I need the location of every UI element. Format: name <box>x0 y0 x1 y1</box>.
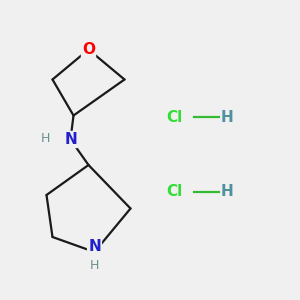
Text: N: N <box>88 239 101 254</box>
Text: H: H <box>90 259 99 272</box>
Text: H: H <box>220 110 233 124</box>
Text: H: H <box>220 184 233 200</box>
Text: N: N <box>64 132 77 147</box>
Text: Cl: Cl <box>167 184 183 200</box>
Text: H: H <box>40 131 50 145</box>
Text: Cl: Cl <box>167 110 183 124</box>
Text: O: O <box>82 42 95 57</box>
